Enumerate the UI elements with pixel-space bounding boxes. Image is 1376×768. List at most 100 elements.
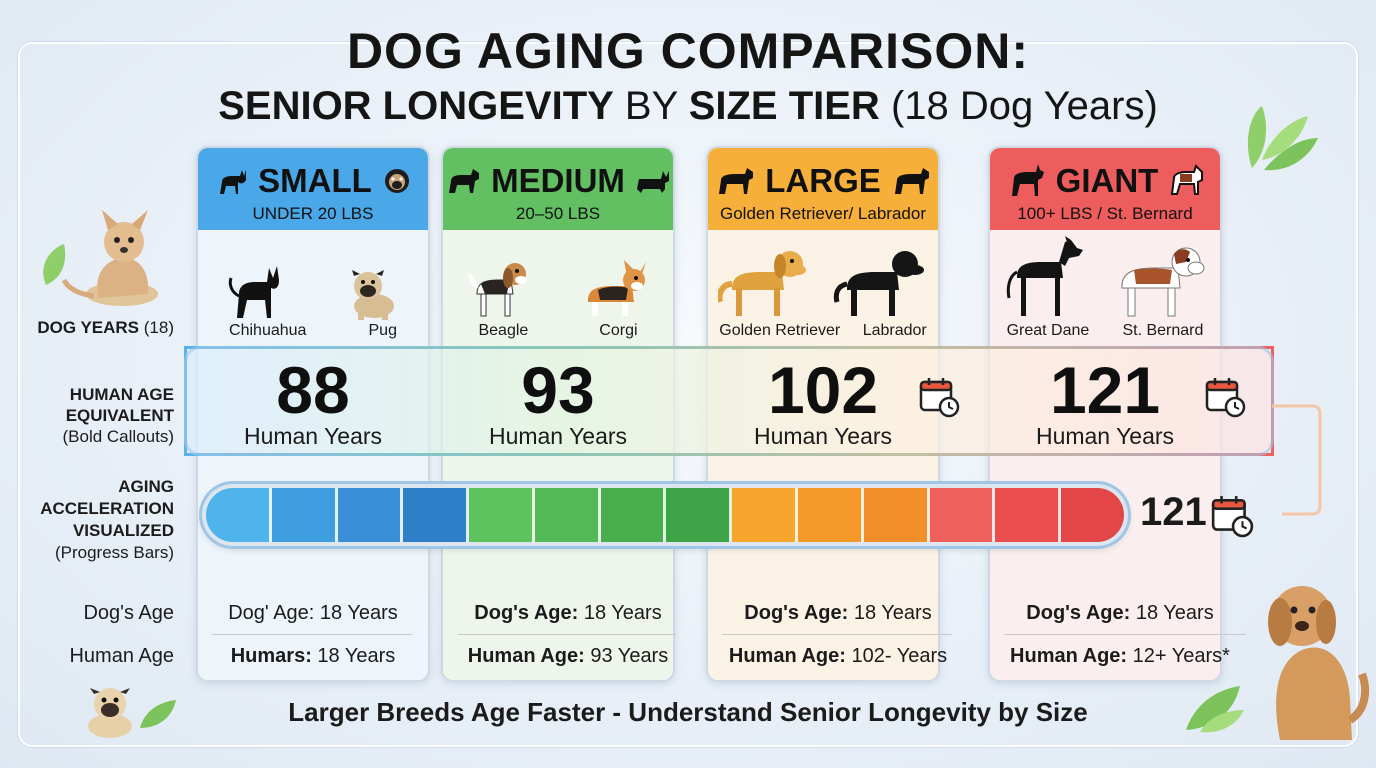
progress-segment (863, 488, 930, 542)
human-age-unit: Human Years (488, 423, 628, 449)
row-label-human-age: Human Age (69, 645, 174, 667)
progress-segment (271, 488, 338, 542)
progress-segment (534, 488, 601, 542)
golden-retriever-icon (717, 251, 806, 316)
stat-label: Dog's Age: (744, 602, 849, 624)
leaf-icon (43, 244, 66, 285)
human-age-callout-large: 102 Human Years (706, 356, 940, 448)
labrador-mascot-icon (1268, 586, 1370, 740)
progress-end-value: 121 (1140, 490, 1207, 534)
row-label-dog-years-value: (18) (139, 318, 174, 337)
breed-name: Labrador (862, 322, 927, 339)
tier-range-giant: 100+ LBS / St. Bernard (1017, 204, 1193, 223)
divider (458, 634, 676, 635)
row-label-aging-acceleration: AGING ACCELERATION VISUALIZED (Progress … (20, 476, 174, 564)
breed-name: Golden Retriever (719, 322, 841, 339)
row-label-dog-years-text: DOG YEARS (37, 318, 140, 337)
row-label-dogs-age: Dog's Age (83, 602, 174, 624)
stat-label: Human Age: (728, 645, 846, 667)
leaf-icon (140, 700, 176, 728)
stat-label: Dog' Age: (228, 602, 315, 624)
tier-name-small: SMALL (258, 162, 372, 199)
divider (722, 634, 952, 635)
subtitle-part-3: SIZE TIER (688, 84, 880, 128)
progress-segment (337, 488, 404, 542)
human-age-value: 88 (276, 353, 350, 427)
chihuahua-icon (220, 170, 247, 194)
leaf-icon (1186, 686, 1244, 733)
tier-range-large: Golden Retriever/ Labrador (719, 204, 926, 223)
row-label-note: (Progress Bars) (54, 543, 174, 562)
breed-name: Corgi (599, 322, 638, 339)
breed-names-medium: Beagle Corgi (443, 322, 673, 340)
pug-mascot-icon (88, 688, 132, 738)
pug-icon (351, 270, 394, 320)
subtitle-part-1: SENIOR LONGEVITY (218, 84, 614, 128)
tier-header-small: SMALL UNDER 20 LBS (198, 148, 428, 230)
stat-value: 18 Years (314, 602, 398, 624)
great-dane-icon (1011, 164, 1044, 196)
progress-segments (206, 488, 1124, 542)
tier-header-medium: MEDIUM 20–50 LBS (443, 148, 673, 230)
human-age-unit: Human Years (753, 423, 893, 449)
breed-name: St. Bernard (1122, 322, 1204, 339)
human-age-unit: Human Years (243, 423, 383, 449)
corgi-icon (636, 171, 669, 193)
subtitle-part-4: (18 Dog Years) (879, 84, 1158, 128)
stat-value: 18 Years (578, 602, 662, 624)
aging-progress-bar (202, 484, 1128, 546)
human-age-band (184, 346, 1274, 456)
tier-name-giant: GIANT (1055, 162, 1159, 199)
tier-name-large: LARGE (765, 162, 881, 199)
breed-images-giant (990, 236, 1220, 320)
progress-segment (600, 488, 667, 542)
content-frame (18, 42, 1358, 747)
tier-name-medium: MEDIUM (491, 162, 625, 199)
stat-value: 18 Years (848, 602, 932, 624)
stat-label: Human Age: (1010, 645, 1128, 667)
stat-dogs-age-medium: Dog's Age: 18 Years (441, 602, 695, 625)
footer-tagline: Larger Breeds Age Faster - Understand Se… (288, 697, 1088, 727)
stat-value: 93 Years (584, 645, 669, 667)
leaf-icon (1247, 106, 1318, 171)
stat-human-age-small: Humars: 18 Years (196, 645, 430, 668)
stat-label: Dog's Age: (1026, 602, 1131, 624)
stat-value: 18 Years (1130, 602, 1214, 624)
row-label-line: HUMAN AGE (69, 385, 174, 404)
stat-dogs-age-small: Dog' Age: 18 Years (196, 602, 430, 625)
stat-value: 102- Years (845, 645, 948, 667)
divider (1004, 634, 1246, 635)
labrador-icon (894, 168, 929, 194)
row-label-line: ACCELERATION (40, 499, 174, 518)
progress-segment (929, 488, 996, 542)
human-age-callout-medium: 93 Human Years (441, 356, 675, 448)
progress-segment (995, 488, 1062, 542)
progress-segment (469, 488, 535, 542)
row-label-line: EQUIVALENT (65, 406, 174, 425)
calendar-clock-icon (919, 378, 960, 418)
great-dane-icon (1006, 236, 1083, 316)
breed-names-large: Golden Retriever Labrador (708, 322, 938, 340)
row-label-line: VISUALIZED (72, 521, 174, 540)
breed-images-medium (443, 250, 673, 320)
divider (212, 634, 412, 635)
st-bernard-icon (1121, 247, 1204, 317)
human-age-value: 121 (1049, 353, 1161, 427)
progress-segment (666, 488, 733, 542)
stat-human-age-giant: Human Age: 12+ Years* (988, 645, 1252, 668)
chihuahua-icon (228, 266, 279, 318)
progress-segment (798, 488, 864, 542)
stat-label: Humars: (230, 645, 312, 667)
chihuahua-mascot-icon (61, 210, 158, 306)
stat-dogs-age-giant: Dog's Age: 18 Years (988, 602, 1252, 625)
row-label-note: (Bold Callouts) (62, 427, 175, 446)
beagle-icon (466, 263, 527, 317)
stat-label: Dog's Age: (474, 602, 579, 624)
human-age-callout-giant: 121 Human Years (988, 356, 1222, 448)
tier-range-small: UNDER 20 LBS (252, 204, 374, 223)
stat-value: 12+ Years* (1127, 645, 1230, 667)
connector-line (1272, 404, 1322, 516)
subtitle-part-2: BY (613, 84, 689, 128)
breed-names-giant: Great Dane St. Bernard (990, 322, 1220, 340)
human-age-value: 102 (767, 353, 879, 427)
